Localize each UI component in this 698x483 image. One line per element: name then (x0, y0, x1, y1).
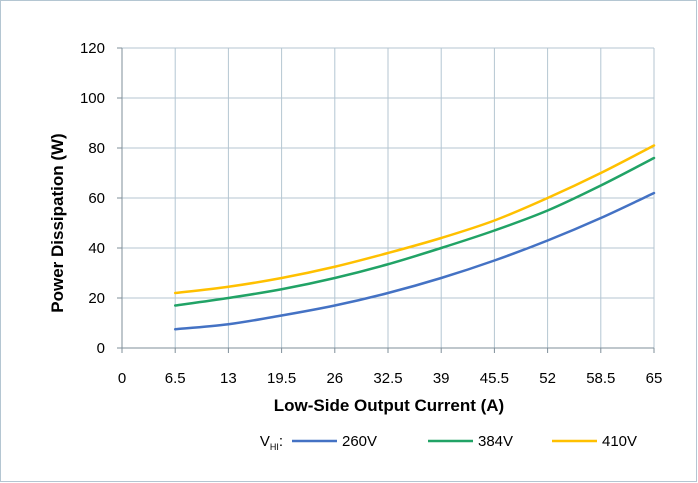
series-line-384V (173, 156, 656, 307)
legend-label-260V: 260V (342, 433, 377, 450)
x-tick-label: 39 (433, 370, 450, 387)
x-tick-labels: 0 6.5 13 19.5 26 32.5 39 45.5 52 58.5 65 (118, 370, 663, 387)
x-tick-label: 52 (539, 370, 556, 387)
legend: VHI: 260V 384V 410V (260, 433, 637, 452)
series-line-410V (173, 144, 656, 295)
x-tick-label: 45.5 (480, 370, 509, 387)
x-tick-label: 26 (326, 370, 343, 387)
legend-label-384V: 384V (478, 433, 513, 450)
x-tick-label: 19.5 (267, 370, 296, 387)
y-tick-label: 80 (88, 140, 105, 157)
legend-label-410V: 410V (602, 433, 637, 450)
y-tick-label: 100 (80, 90, 105, 107)
x-tick-label: 13 (220, 370, 237, 387)
grid (122, 47, 655, 348)
y-tick-label: 120 (80, 40, 105, 57)
x-tick-label: 65 (646, 370, 663, 387)
y-tick-label: 20 (88, 290, 105, 307)
series-line-260V (173, 191, 656, 331)
x-tick-label: 6.5 (165, 370, 186, 387)
x-tick-label: 32.5 (373, 370, 402, 387)
x-tick-label: 58.5 (586, 370, 615, 387)
y-tick-labels: 0 20 40 60 80 100 120 (80, 40, 105, 357)
x-axis-title: Low-Side Output Current (A) (274, 396, 504, 415)
y-tick-label: 60 (88, 190, 105, 207)
series-lines (173, 144, 656, 331)
y-tick-label: 0 (97, 340, 105, 357)
legend-prefix: VHI: (260, 433, 283, 452)
y-tick-label: 40 (88, 240, 105, 257)
y-axis-title: Power Dissipation (W) (48, 133, 67, 312)
x-tick-label: 0 (118, 370, 126, 387)
axes (117, 47, 655, 353)
